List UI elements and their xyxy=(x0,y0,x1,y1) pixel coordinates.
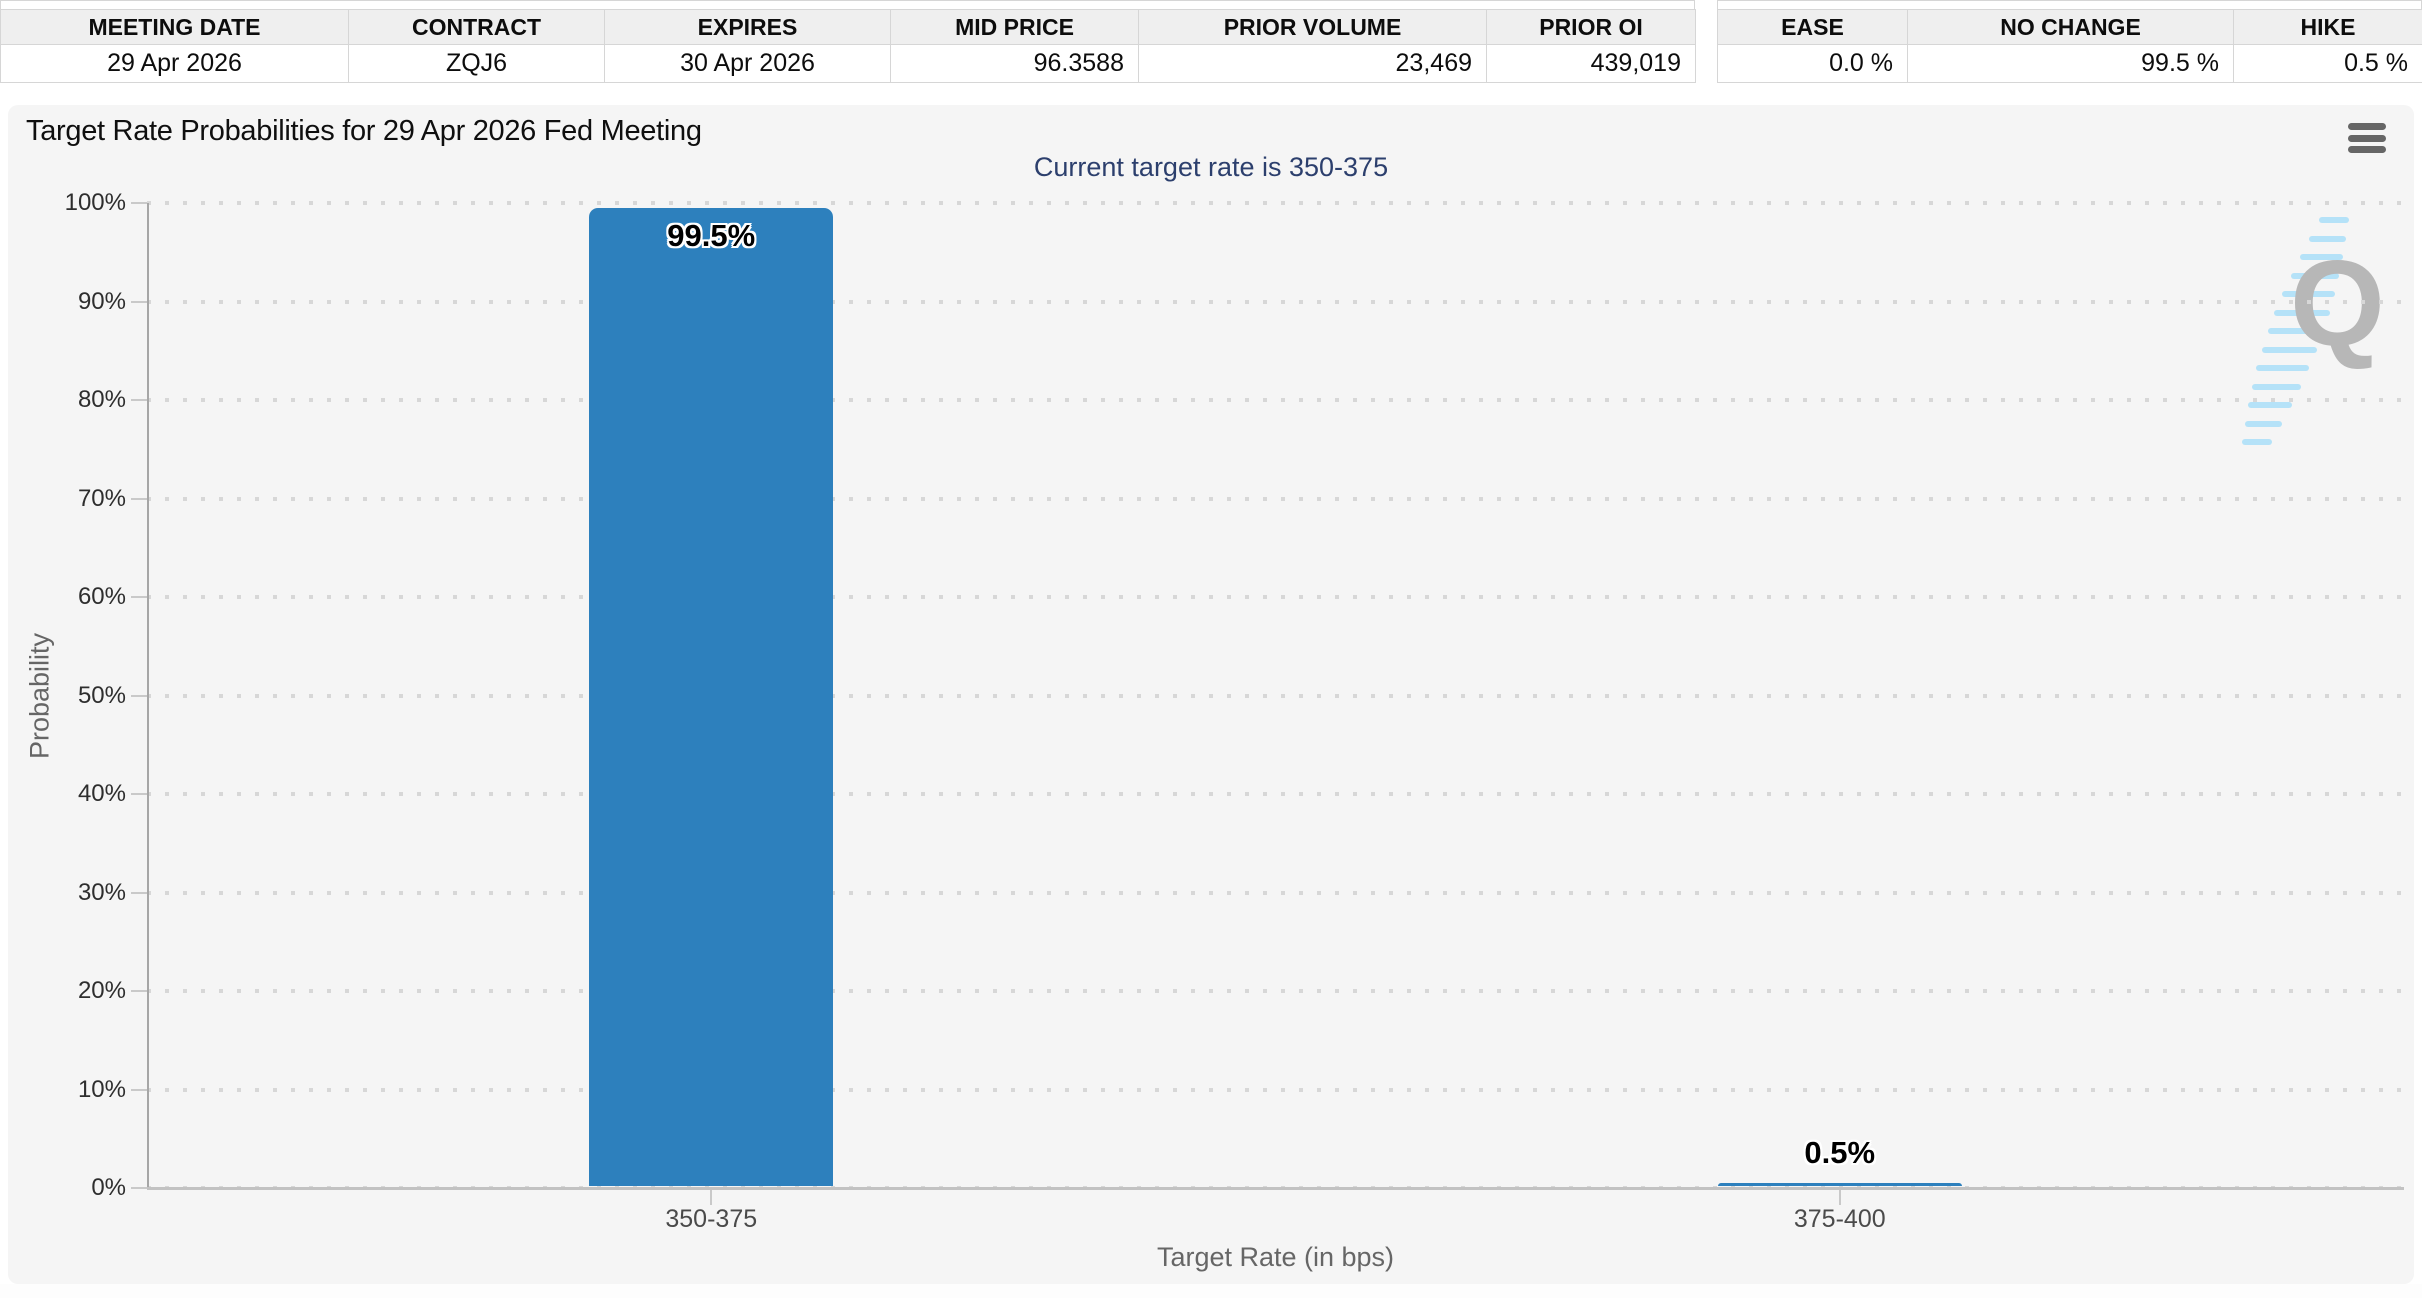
contract-header-mid-price: MID PRICE xyxy=(890,9,1139,45)
bar-value-label: 99.5% xyxy=(667,217,756,253)
gridline-70 xyxy=(147,496,2404,501)
contract-summary-table: MEETING DATE CONTRACT EXPIRES MID PRICE PRIO… xyxy=(0,0,1696,83)
watermark-swoosh-dash xyxy=(2252,383,2301,390)
chart-subtitle: Current target rate is 350-375 xyxy=(1033,152,1389,182)
action-value-hike: 0.5 % xyxy=(2233,44,2422,83)
rate-move-probability-table: EASE NO CHANGE HIKE 0.0 % 99.5 % 0.5 % xyxy=(1717,0,2422,83)
watermark-swoosh-dash xyxy=(2256,365,2310,371)
contract-header-expires: EXPIRES xyxy=(604,9,891,45)
y-axis-tick-mark xyxy=(131,497,147,500)
y-axis-tick-mark xyxy=(131,202,147,204)
watermark-swoosh-dash xyxy=(2299,254,2343,260)
x-axis-category-label: 350-375 xyxy=(665,1205,758,1233)
watermark-swoosh-dash xyxy=(2290,272,2340,279)
probability-bar-375-400[interactable] xyxy=(1717,1183,1962,1186)
target-rate-probabilities-chart: Target Rate Probabilities for 29 Apr 202… xyxy=(8,105,2414,1284)
contract-value-meeting-date: 29 Apr 2026 xyxy=(0,44,349,83)
contract-value-expires: 30 Apr 2026 xyxy=(604,44,891,83)
gridline-10 xyxy=(147,1087,2404,1092)
y-axis-tick-label: 20% xyxy=(77,977,126,1004)
hamburger-bar xyxy=(2348,123,2386,130)
y-axis-line xyxy=(147,203,149,1190)
chart-context-menu-icon[interactable] xyxy=(2348,123,2388,157)
contract-header-prior-oi: PRIOR OI xyxy=(1486,9,1696,45)
gridline-90 xyxy=(147,299,2404,304)
x-axis-line xyxy=(147,1187,2404,1190)
y-axis-tick-label: 30% xyxy=(77,878,126,906)
contract-header-meeting-date: MEETING DATE xyxy=(0,9,349,45)
y-axis-tick-mark xyxy=(131,793,147,795)
action-value-ease: 0.0 % xyxy=(1717,44,1908,83)
gridline-50 xyxy=(147,693,2404,698)
watermark-swoosh-dash xyxy=(2274,309,2330,316)
watermark-swoosh-dash xyxy=(2248,402,2292,408)
x-axis-title: Target Rate (in bps) xyxy=(1156,1242,1395,1272)
contract-header-row: MEETING DATE CONTRACT EXPIRES MID PRICE PRIO… xyxy=(0,9,1696,45)
y-axis-tick-label: 70% xyxy=(77,484,126,512)
cropped-previous-row xyxy=(1717,0,2422,9)
summary-tables-row: MEETING DATE CONTRACT EXPIRES MID PRICE PRIO… xyxy=(0,0,2422,90)
gridline-80 xyxy=(147,398,2404,402)
y-axis-tick-label: 0% xyxy=(91,1174,126,1201)
hamburger-bar xyxy=(2348,134,2386,142)
y-axis-tick-label: 40% xyxy=(77,780,126,807)
contract-header-prior-volume: PRIOR VOLUME xyxy=(1138,9,1487,45)
bar-value-label: 0.5% xyxy=(1804,1135,1876,1170)
action-header-hike: HIKE xyxy=(2233,9,2422,45)
action-data-row: 0.0 % 99.5 % 0.5 % xyxy=(1717,44,2422,83)
gridline-30 xyxy=(147,890,2404,895)
chart-title: Target Rate Probabilities for 29 Apr 202… xyxy=(26,115,702,147)
y-axis-tick-mark xyxy=(131,300,147,303)
page-bottom-strip xyxy=(0,1284,2422,1298)
watermark-swoosh-dash xyxy=(2319,217,2349,223)
action-header-ease: EASE xyxy=(1717,9,1908,45)
contract-value-mid-price: 96.3588 xyxy=(890,44,1139,83)
x-axis-category-label: 375-400 xyxy=(1793,1205,1886,1233)
y-axis-tick-label: 90% xyxy=(77,287,126,315)
contract-header-contract: CONTRACT xyxy=(348,9,605,45)
y-axis-tick-mark xyxy=(131,694,147,697)
y-axis-tick-mark xyxy=(131,1187,147,1189)
y-axis-tick-label: 50% xyxy=(77,681,126,709)
y-axis-tick-mark xyxy=(131,596,147,598)
gridline-20 xyxy=(147,989,2404,993)
y-axis-tick-mark xyxy=(131,399,147,401)
gridline-40 xyxy=(147,792,2404,796)
x-axis-tick-mark xyxy=(710,1190,713,1205)
watermark-swoosh-dash xyxy=(2282,291,2335,297)
cropped-previous-row xyxy=(0,0,1695,9)
watermark-swoosh-dash xyxy=(2309,235,2346,242)
y-axis-tick-mark xyxy=(131,990,147,992)
y-axis-tick-label: 60% xyxy=(77,583,126,610)
y-axis-tick-label: 80% xyxy=(77,386,126,413)
y-axis-tick-label: 10% xyxy=(77,1075,126,1103)
contract-data-row: 29 Apr 2026 ZQJ6 30 Apr 2026 96.3588 23,469 4… xyxy=(0,44,1696,83)
watermark-swoosh-dash xyxy=(2267,328,2324,334)
watermark-swoosh-dash xyxy=(2242,439,2272,445)
y-axis-tick-label: 100% xyxy=(64,189,126,216)
y-axis-tick-mark xyxy=(131,1088,147,1091)
gridline-60 xyxy=(147,595,2404,599)
action-header-row: EASE NO CHANGE HIKE xyxy=(1717,9,2422,45)
watermark-swoosh-dash xyxy=(2245,420,2282,427)
hamburger-bar xyxy=(2348,146,2386,153)
contract-value-contract: ZQJ6 xyxy=(348,44,605,83)
action-header-no-change: NO CHANGE xyxy=(1907,9,2234,45)
watermark-swoosh-dash xyxy=(2261,346,2317,353)
contract-value-prior-oi: 439,019 xyxy=(1486,44,1696,83)
probability-bar-350-375[interactable] xyxy=(589,207,834,1186)
x-axis-tick-mark xyxy=(1838,1190,1841,1205)
action-value-no-change: 99.5 % xyxy=(1907,44,2234,83)
contract-value-prior-volume: 23,469 xyxy=(1138,44,1487,83)
y-axis-tick-mark xyxy=(131,891,147,894)
gridline-100 xyxy=(147,201,2404,205)
